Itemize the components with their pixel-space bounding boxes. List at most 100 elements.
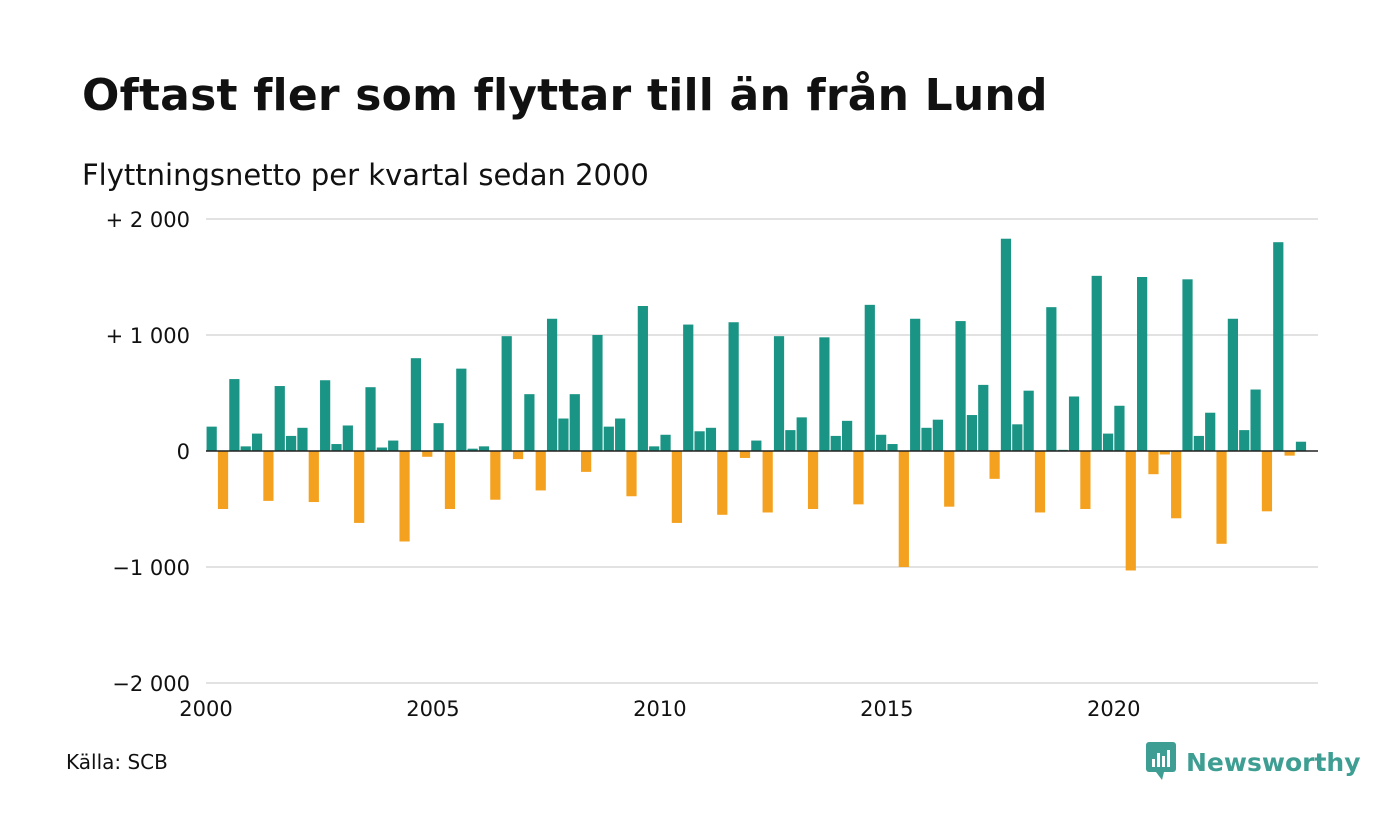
bar [717, 451, 728, 515]
bar [1193, 435, 1204, 451]
y-tick-label: 0 [177, 440, 190, 464]
bar [558, 418, 569, 451]
bar [229, 379, 240, 451]
bar [1023, 390, 1034, 451]
newsworthy-logo-icon [1146, 742, 1176, 780]
bar [1284, 451, 1295, 456]
bar [1137, 277, 1148, 451]
bar [206, 426, 217, 451]
bar [739, 451, 751, 458]
chart-subtitle: Flyttningsnetto per kvartal sedan 2000 [82, 158, 649, 192]
bar [603, 426, 614, 451]
bar [694, 431, 705, 451]
bar [1102, 433, 1114, 451]
bar [308, 451, 319, 503]
chart-title: Oftast fler som flyttar till än från Lun… [82, 70, 1048, 121]
bar [1000, 238, 1012, 451]
bar [478, 446, 490, 451]
bar [376, 447, 387, 451]
bar [1125, 451, 1136, 571]
bar [365, 387, 376, 451]
bar [1012, 424, 1023, 451]
bar [762, 451, 773, 513]
bar [388, 440, 399, 451]
bar [217, 451, 229, 509]
bar [342, 425, 353, 451]
bar [263, 451, 274, 501]
bar [978, 384, 989, 451]
source-note: Källa: SCB [66, 750, 168, 774]
bar [898, 451, 909, 567]
bar [399, 451, 410, 542]
bar [422, 451, 433, 457]
bar [546, 318, 558, 451]
bar [830, 435, 841, 451]
newsworthy-logo: Newsworthy [1146, 742, 1361, 782]
bar [853, 451, 864, 505]
bar [490, 451, 501, 500]
y-tick-label: + 1 000 [106, 324, 190, 348]
bar [807, 451, 819, 509]
bar [297, 427, 308, 451]
bar [1068, 396, 1080, 451]
bar [637, 306, 648, 451]
bar [773, 336, 785, 451]
bar [320, 380, 331, 451]
y-tick-label: −2 000 [112, 672, 190, 696]
bar [251, 433, 263, 451]
bar [285, 435, 297, 451]
bar [966, 415, 978, 451]
bar [785, 430, 796, 451]
bar [467, 448, 478, 451]
bar [1114, 405, 1125, 451]
bar [1091, 275, 1102, 451]
bar [331, 444, 342, 451]
bar [728, 322, 739, 451]
bar [887, 444, 898, 451]
bar [512, 451, 524, 460]
x-tick-label: 2005 [406, 697, 459, 721]
bar [989, 451, 1000, 479]
bar [955, 321, 966, 451]
y-axis-ticks: + 2 000 + 1 000 0 −1 000 −2 000 [106, 208, 190, 696]
bar [354, 451, 365, 523]
bar [649, 446, 660, 451]
bar [456, 368, 467, 451]
bar [705, 427, 717, 451]
bar [1295, 441, 1307, 451]
y-tick-label: + 2 000 [106, 208, 190, 232]
bar [751, 440, 762, 451]
bar [841, 420, 853, 451]
x-axis-ticks: 2000 2005 2010 2015 2020 [179, 697, 1140, 721]
bar [671, 451, 683, 523]
bar [240, 446, 251, 451]
bar [932, 419, 943, 451]
bars [206, 238, 1307, 571]
bar [1171, 451, 1182, 519]
y-tick-label: −1 000 [112, 556, 190, 580]
x-tick-label: 2010 [633, 697, 686, 721]
bar [1216, 451, 1227, 544]
x-tick-label: 2015 [860, 697, 913, 721]
bar [1182, 279, 1193, 451]
x-tick-label: 2000 [179, 697, 232, 721]
bar [626, 451, 637, 497]
bar [1080, 451, 1091, 509]
bar [524, 394, 535, 451]
bar [615, 418, 626, 451]
bar [444, 451, 456, 509]
bar [796, 417, 807, 451]
bar [683, 324, 694, 451]
brand-name: Newsworthy [1186, 747, 1361, 777]
bar [944, 451, 955, 507]
bar [1205, 412, 1216, 451]
bar [864, 304, 875, 451]
bar [1148, 451, 1159, 475]
bar [1227, 318, 1239, 451]
bar [876, 434, 887, 451]
bar [819, 337, 830, 451]
bar [569, 394, 580, 451]
bar [1046, 307, 1057, 451]
bar [433, 423, 444, 451]
